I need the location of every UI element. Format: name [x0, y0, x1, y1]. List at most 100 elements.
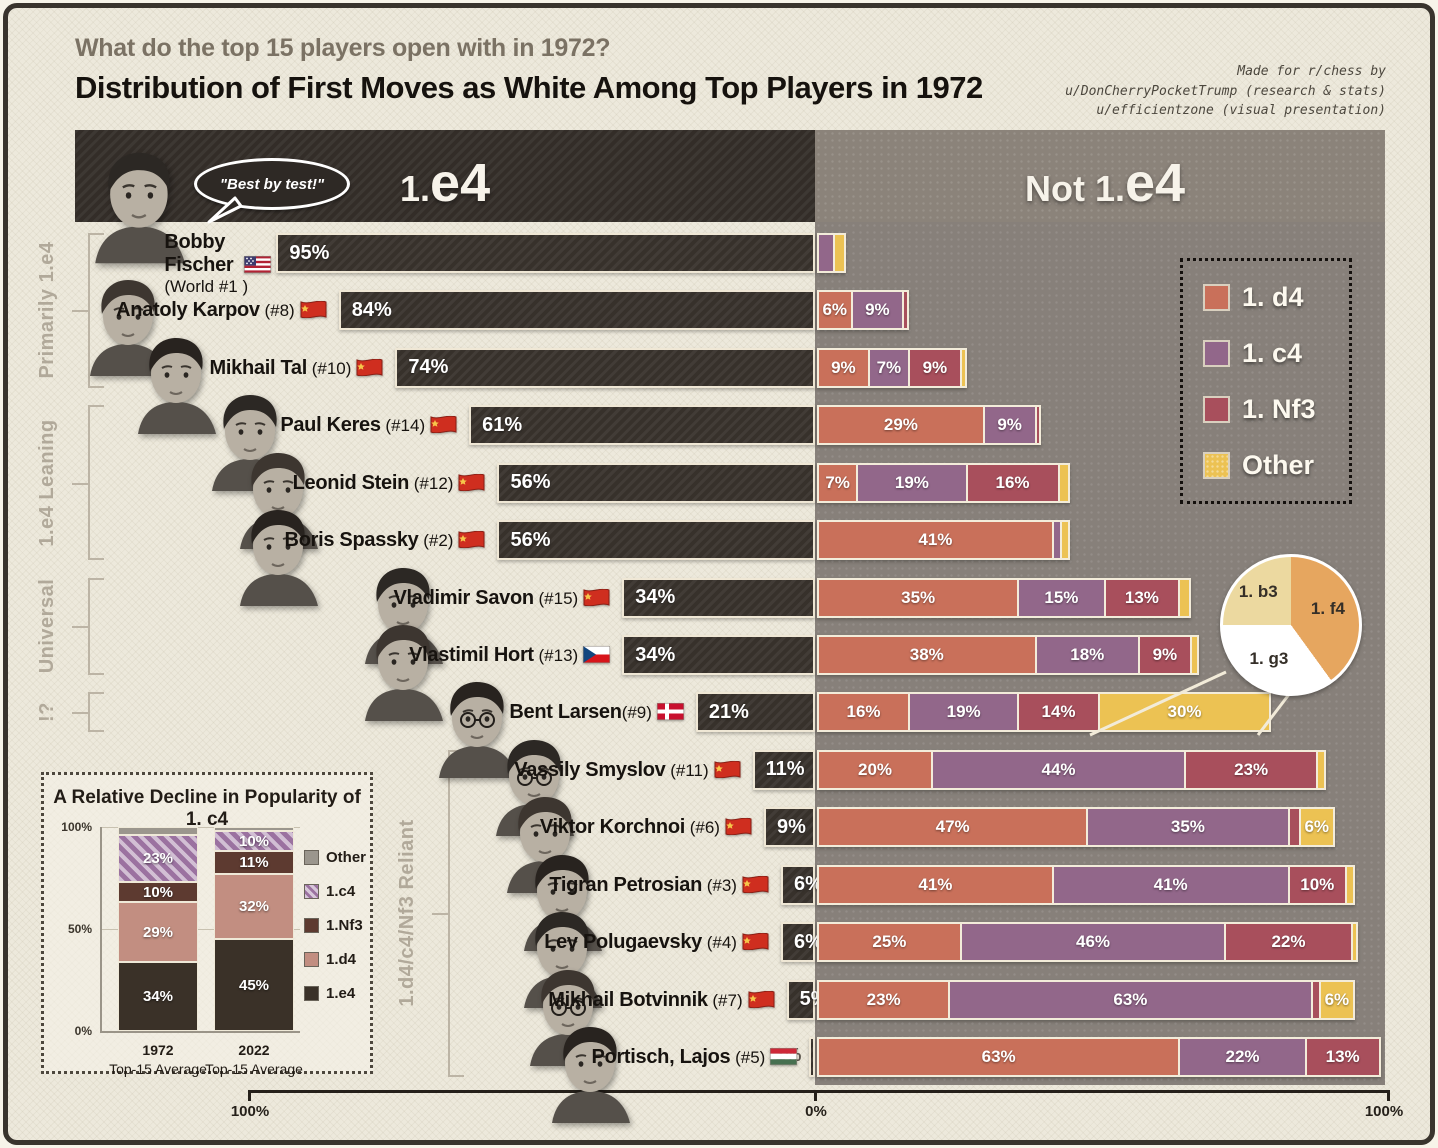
segment-c4: 15% — [1018, 577, 1105, 618]
segment-c4: 19% — [857, 462, 967, 503]
segment-percentage-label: 41% — [918, 874, 953, 894]
pie-slice-label: 1. b3 — [1238, 582, 1278, 602]
header-e4-band — [75, 130, 815, 222]
e4-percentage-label: 6% — [793, 930, 823, 953]
legend: 1. d4 1. c4 1. Nf3 Other — [1180, 258, 1352, 504]
e4-bar: 34% — [622, 577, 815, 618]
e4-bar: 34% — [622, 635, 815, 675]
flag-ussr-icon — [742, 875, 769, 893]
segment-nf3: 9% — [1139, 635, 1191, 675]
player-rank: (#15) — [533, 588, 579, 608]
inset-segment-label: 45% — [238, 976, 270, 994]
player-name-block: Bent Larsen(#9) — [404, 692, 684, 732]
player-rank: (#7) — [707, 990, 743, 1010]
segment-percentage-label: 9% — [865, 300, 890, 320]
not-e4-stacked-bar — [817, 233, 846, 273]
player-name: Leonid Stein — [292, 471, 410, 494]
e4-bar: 6% — [780, 864, 823, 905]
segment-percentage-label: 18% — [1070, 645, 1105, 664]
x-axis-label-left: 100% — [230, 1103, 270, 1120]
flag-ussr-icon — [300, 301, 327, 319]
inset-legend-swatch — [304, 850, 319, 865]
e4-bar: 56% — [497, 462, 815, 503]
flag-ussr-icon — [356, 358, 383, 376]
player-name: Tigran Petrosian — [549, 873, 702, 896]
header-not-e4-band — [815, 130, 1385, 222]
page-subtitle: What do the top 15 players open with in … — [75, 34, 611, 62]
player-rank: (#11) — [665, 760, 709, 780]
inset-y-tick: 0% — [74, 1024, 92, 1038]
legend-label: 1. Nf3 — [1242, 393, 1316, 424]
segment-percentage-label: 22% — [1225, 1047, 1260, 1067]
segment-nf3: 13% — [1305, 1037, 1381, 1078]
inset-legend-label: 1.e4 — [326, 985, 356, 1002]
inset-segment-1.Nf3: 10% — [118, 882, 198, 903]
inset-x-label: 1972 Top-15 Average — [98, 1041, 218, 1079]
not-e4-stacked-bar: 35% 15% 13% — [817, 577, 1191, 618]
inset-segment-1.e4: 34% — [118, 961, 198, 1031]
player-name-block: Paul Keres (#14) — [177, 405, 457, 445]
x-axis-tick — [248, 1090, 251, 1101]
x-axis-label-right: 100% — [1364, 1103, 1404, 1120]
speech-bubble-tail-icon — [207, 196, 243, 224]
header-not-e4-label: Not 1.e4 — [1025, 153, 1186, 213]
player-name-block: Anatoly Karpov (#8) — [47, 290, 327, 330]
segment-other: 30% — [1098, 692, 1272, 733]
e4-bar: 95% — [276, 233, 815, 273]
segment-nf3 — [1035, 405, 1042, 446]
player-rank: (#10) — [306, 358, 352, 378]
flag-ussr-icon — [430, 416, 457, 434]
player-name-block: Lev Polugaevsky (#4) — [489, 922, 769, 962]
inset-legend-item: 1.c4 — [304, 883, 355, 900]
segment-other — [1351, 922, 1358, 963]
segment-c4: 44% — [932, 749, 1185, 790]
segment-c4: 63% — [949, 979, 1312, 1020]
segment-percentage-label: 41% — [1153, 874, 1188, 894]
segment-percentage-label: 63% — [981, 1047, 1016, 1067]
inset-legend-label: 1.c4 — [326, 883, 356, 900]
player-name-block: Vlastimil Hort (#13) — [330, 635, 611, 675]
player-name-block: Tigran Petrosian (#3) — [489, 865, 769, 905]
e4-bar: 11% — [752, 749, 815, 790]
player-name-block: Boris Spassky (#2) — [205, 520, 485, 560]
inset-year-sub: Top-15 Average — [205, 1060, 303, 1077]
player-name: Vassily Smyslov — [514, 758, 666, 781]
not-e4-stacked-bar: 41% — [817, 520, 1070, 561]
segment-percentage-label: 6% — [1324, 989, 1350, 1009]
inset-legend-item: 1.Nf3 — [304, 917, 363, 934]
segment-percentage-label: 10% — [1300, 874, 1335, 894]
segment-percentage-label: 19% — [946, 702, 981, 722]
flag-ussr-icon — [458, 531, 485, 549]
segment-percentage-label: 38% — [909, 645, 944, 664]
player-photo — [130, 332, 222, 441]
player-name: Mikhail Botvinnik — [548, 988, 708, 1011]
segment-percentage-label: 41% — [918, 530, 953, 550]
player-name-block: Leonid Stein (#12) — [205, 463, 485, 503]
inset-y-tick: 100% — [61, 820, 92, 834]
player-name: Bent Larsen — [509, 701, 622, 724]
not-e4-stacked-bar: 23% 63% 6% — [817, 979, 1355, 1020]
segment-c4: 35% — [1087, 807, 1289, 848]
other-moves-pie-chart — [1220, 554, 1362, 696]
segment-c4: 22% — [1179, 1037, 1306, 1078]
e4-bar: 56% — [497, 520, 815, 561]
legend-label: 1. c4 — [1242, 337, 1303, 368]
not-e4-stacked-bar: 47% 35% 6% — [817, 807, 1335, 848]
pie-slice-label: 1. f4 — [1310, 599, 1345, 619]
inset-segment-label: 29% — [142, 923, 174, 941]
not-e4-stacked-bar: 16% 19% 14% 30% — [817, 692, 1272, 733]
player-rank: (World #1 ) — [164, 277, 249, 297]
player-name-block: Vladimir Savon (#15) — [330, 578, 610, 618]
e4-bar: 21% — [695, 692, 815, 733]
inset-segment-1.d4: 32% — [214, 873, 294, 940]
inset-legend-swatch — [304, 986, 319, 1001]
inset-gridline — [100, 827, 300, 828]
e4-percentage-label: 6% — [793, 873, 823, 896]
player-name: Vladimir Savon — [393, 586, 535, 609]
inset-decline-chart: A Relative Decline in Popularity of 1. c… — [41, 772, 373, 1077]
not-e4-stacked-bar: 6% 9% — [817, 290, 909, 331]
player-name-block: Vassily Smyslov (#11) — [461, 750, 741, 790]
segment-d4: 23% — [817, 979, 950, 1020]
inset-legend-item: 1.d4 — [304, 951, 356, 968]
flag-dk-icon — [656, 703, 684, 721]
